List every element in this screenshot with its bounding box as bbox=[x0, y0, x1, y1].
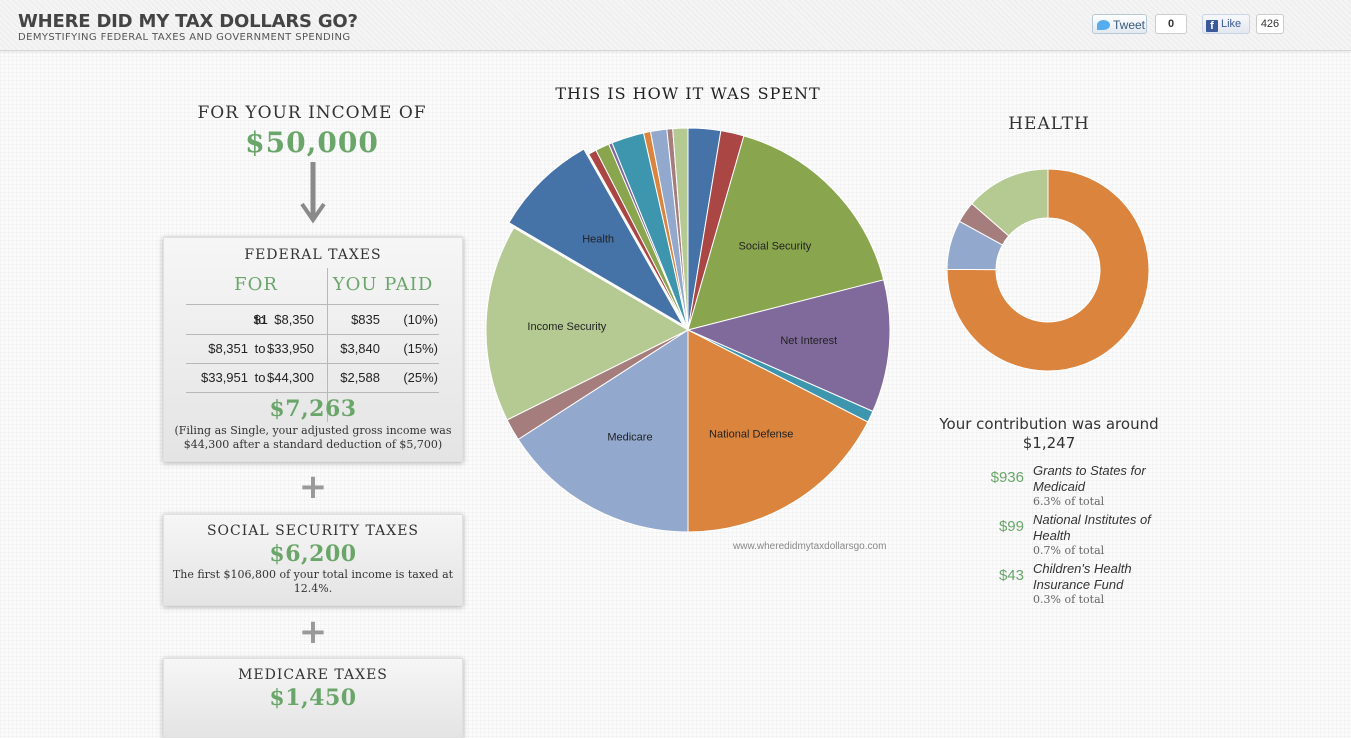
medicare-title: MEDICARE TAXES bbox=[238, 667, 388, 683]
tweet-label: Tweet bbox=[1113, 18, 1146, 32]
health-breakdown-list: $936 Grants to States for Medicaid 6.3% … bbox=[974, 462, 1194, 612]
contribution-summary: Your contribution was around $1,247 bbox=[924, 415, 1174, 453]
social-security-title: SOCIAL SECURITY TAXES bbox=[206, 523, 420, 539]
bracket-from: $8,351 bbox=[208, 341, 248, 356]
down-arrow-icon bbox=[300, 162, 326, 224]
bracket-rate: (15%) bbox=[403, 341, 438, 356]
item-percent: 0.3% of total bbox=[1033, 593, 1105, 606]
twitter-bird-icon bbox=[1097, 20, 1110, 30]
slice-label-net-interest: Net Interest bbox=[780, 335, 837, 347]
pie-slice-grants-to-states-for-medicaid[interactable] bbox=[946, 168, 1150, 372]
bracket-to-word: to bbox=[254, 341, 266, 356]
like-label: Like bbox=[1221, 18, 1242, 30]
watermark: www.wheredidmytaxdollarsgo.com bbox=[733, 541, 887, 552]
bracket-to: $8,350 bbox=[274, 312, 314, 327]
pie-slice-17[interactable] bbox=[672, 127, 689, 331]
bracket-to-word: to bbox=[254, 312, 266, 327]
tweet-button[interactable]: Tweet bbox=[1092, 14, 1147, 34]
col-header-paid: YOU PAID bbox=[332, 274, 434, 295]
bracket-rate: (10%) bbox=[403, 312, 438, 327]
bracket-to-word: to bbox=[254, 370, 266, 385]
table-divider bbox=[327, 268, 328, 422]
pie-slice-net-interest[interactable] bbox=[686, 279, 891, 413]
plus-icon: + bbox=[298, 467, 328, 507]
medicare-panel: MEDICARE TAXES $1,450 bbox=[163, 658, 463, 738]
contribution-line: Your contribution was around bbox=[939, 415, 1159, 433]
slice-label-national-defense: National Defense bbox=[709, 428, 793, 440]
pie-slice-income-security[interactable] bbox=[485, 226, 690, 421]
federal-total: $7,263 bbox=[269, 396, 357, 422]
item-amount: $99 bbox=[998, 518, 1024, 535]
table-divider bbox=[186, 304, 439, 305]
social-security-note: The first $106,800 of your total income … bbox=[172, 568, 454, 595]
income-heading: FOR YOUR INCOME OF bbox=[197, 103, 427, 123]
pie-slice-national-defense[interactable] bbox=[687, 329, 869, 533]
income-value: $50,000 bbox=[245, 126, 379, 159]
bracket-rate: (25%) bbox=[403, 370, 438, 385]
slice-label-social-security: Social Security bbox=[739, 241, 812, 253]
item-name: Grants to States for Medicaid bbox=[1033, 463, 1146, 494]
item-amount: $936 bbox=[990, 469, 1024, 486]
site-title[interactable]: WHERE DID MY TAX DOLLARS GO? bbox=[18, 11, 358, 32]
bracket-to: $33,950 bbox=[267, 341, 314, 356]
pie-slice-3[interactable] bbox=[971, 168, 1049, 237]
bracket-to: $44,300 bbox=[267, 370, 314, 385]
site-subtitle: DEMYSTIFYING FEDERAL TAXES AND GOVERNMEN… bbox=[18, 32, 351, 43]
federal-taxes-panel: FEDERAL TAXES FOR YOU PAID $1 to $8,350 … bbox=[163, 237, 463, 462]
social-security-panel: SOCIAL SECURITY TAXES $6,200 The first $… bbox=[163, 514, 463, 606]
bracket-paid: $2,588 bbox=[340, 370, 380, 385]
table-divider bbox=[186, 334, 439, 335]
item-amount: $43 bbox=[998, 567, 1024, 584]
pie-slice-social-security[interactable] bbox=[687, 135, 885, 331]
col-header-for: FOR bbox=[234, 274, 278, 295]
bracket-from: $33,951 bbox=[201, 370, 248, 385]
spending-pie-chart[interactable]: Social Security Net Interest National Defe… bbox=[470, 110, 910, 550]
like-count: 426 bbox=[1256, 14, 1284, 34]
pie-slice-health[interactable] bbox=[508, 148, 685, 327]
list-item: $43 Children's Health Insurance Fund 0.3… bbox=[974, 560, 1194, 608]
list-item: $99 National Institutes of Health 0.7% o… bbox=[974, 511, 1194, 559]
pie-slice-medicare[interactable] bbox=[517, 329, 689, 533]
federal-note: (Filing as Single, your adjusted gross i… bbox=[174, 424, 452, 451]
health-donut-chart[interactable] bbox=[940, 162, 1156, 378]
bracket-paid: $835 bbox=[351, 312, 380, 327]
bracket-paid: $3,840 bbox=[340, 341, 380, 356]
slice-label-health: Health bbox=[582, 234, 614, 246]
like-button[interactable]: f Like bbox=[1202, 14, 1250, 34]
item-percent: 0.7% of total bbox=[1033, 544, 1105, 557]
table-divider bbox=[186, 363, 439, 364]
item-percent: 6.3% of total bbox=[1033, 495, 1105, 508]
medicare-value: $1,450 bbox=[269, 685, 357, 711]
federal-taxes-title: FEDERAL TAXES bbox=[244, 247, 382, 263]
social-security-value: $6,200 bbox=[269, 541, 357, 567]
item-name: Children's Health Insurance Fund bbox=[1033, 561, 1132, 592]
table-divider bbox=[186, 392, 439, 393]
spent-title: THIS IS HOW IT WAS SPENT bbox=[555, 84, 821, 103]
list-item: $936 Grants to States for Medicaid 6.3% … bbox=[974, 462, 1194, 510]
bracket-from: $1 bbox=[253, 312, 268, 327]
tweet-count: 0 bbox=[1155, 14, 1187, 34]
plus-icon: + bbox=[298, 612, 328, 652]
contribution-value: $1,247 bbox=[1022, 434, 1076, 452]
item-name: National Institutes of Health bbox=[1033, 512, 1151, 543]
health-title: HEALTH bbox=[1008, 114, 1090, 134]
facebook-icon: f bbox=[1206, 20, 1218, 32]
slice-label-income-security: Income Security bbox=[527, 321, 606, 333]
slice-label-medicare: Medicare bbox=[607, 431, 652, 443]
